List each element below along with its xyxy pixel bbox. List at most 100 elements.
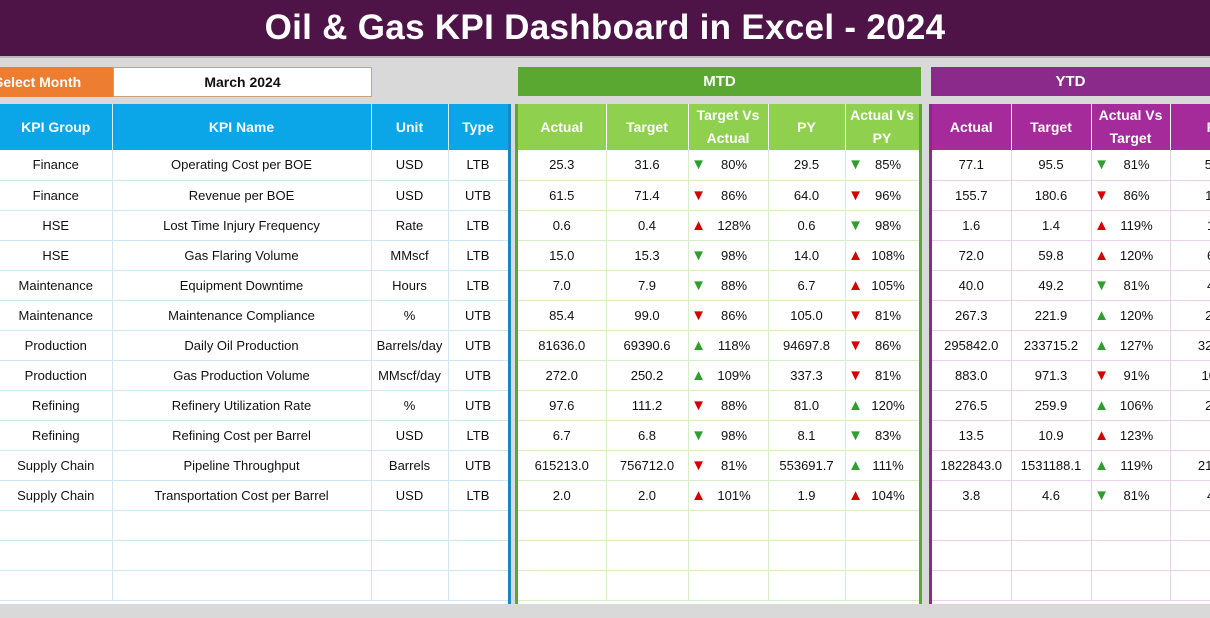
- percent-value: 104%: [871, 487, 905, 503]
- empty-cell: [371, 510, 449, 541]
- select-month-dropdown[interactable]: March 2024: [113, 67, 372, 97]
- triangle-up-icon: ▲: [1094, 306, 1109, 324]
- ytd-actual-vs-target-cell: ▲ 120%: [1091, 300, 1171, 331]
- mtd-actual-vs-py-cell: ▲ 108%: [845, 240, 919, 271]
- type-cell: LTB: [448, 270, 508, 301]
- triangle-down-icon: ▼: [848, 336, 863, 354]
- empty-cell: [1011, 540, 1092, 571]
- triangle-down-icon: ▼: [1094, 276, 1109, 294]
- mtd-section-header: MTD: [518, 67, 921, 96]
- table-row: Production Gas Production Volume MMscf/day…: [0, 360, 508, 391]
- triangle-up-icon: ▲: [691, 486, 706, 504]
- mtd-target-vs-actual-cell: ▲ 101%: [688, 480, 769, 511]
- ytd-header-3: PY: [1170, 104, 1210, 150]
- mtd-actual-vs-py-cell: ▼ 85%: [845, 150, 919, 181]
- unit-cell: USD: [371, 180, 449, 211]
- ytd-target-cell: 971.3: [1011, 360, 1092, 391]
- triangle-up-icon: ▲: [848, 276, 863, 294]
- percent-value: 119%: [1120, 217, 1153, 233]
- empty-cell: [606, 510, 689, 541]
- table-row: 1.61.4▲ 119% 1.7: [932, 210, 1210, 241]
- ytd-py-cell: 21327: [1170, 450, 1210, 481]
- empty-cell: [0, 510, 113, 541]
- mtd-actual-cell: 6.7: [518, 420, 607, 451]
- empty-cell: [932, 570, 1012, 601]
- unit-cell: Barrels: [371, 450, 449, 481]
- ytd-py-cell: 48.: [1170, 270, 1210, 301]
- table-row: Finance Revenue per BOE USD UTB: [0, 180, 508, 211]
- table-row: 615213.0 756712.0 ▼ 81% 553691.7 ▲ 111%: [518, 450, 919, 481]
- empty-row: [0, 570, 508, 601]
- mtd-target-cell: 7.9: [606, 270, 689, 301]
- triangle-down-icon: ▼: [848, 366, 863, 384]
- empty-cell: [518, 570, 607, 601]
- triangle-down-icon: ▼: [848, 426, 863, 444]
- mtd-target-cell: 99.0: [606, 300, 689, 331]
- kpi-group-cell: HSE: [0, 210, 113, 241]
- table-row: 7.0 7.9 ▼ 88% 6.7 ▲ 105%: [518, 270, 919, 301]
- percent-value: 81%: [720, 457, 748, 473]
- triangle-up-icon: ▲: [848, 456, 863, 474]
- triangle-down-icon: ▼: [691, 156, 706, 174]
- triangle-up-icon: ▲: [848, 396, 863, 414]
- select-month-label: Select Month: [0, 67, 113, 97]
- percent-value: 118%: [717, 337, 751, 353]
- ytd-target-cell: 10.9: [1011, 420, 1092, 451]
- empty-row: [932, 570, 1210, 601]
- mtd-target-vs-actual-cell: ▲ 128%: [688, 210, 769, 241]
- mtd-target-vs-actual-cell: ▼ 86%: [688, 300, 769, 331]
- mtd-py-cell: 64.0: [768, 180, 846, 211]
- ytd-actual-vs-target-cell: ▼ 91%: [1091, 360, 1171, 391]
- mtd-py-cell: 6.7: [768, 270, 846, 301]
- mtd-target-vs-actual-cell: ▼ 81%: [688, 450, 769, 481]
- page-title: Oil & Gas KPI Dashboard in Excel - 2024: [264, 8, 946, 47]
- triangle-down-icon: ▼: [848, 306, 863, 324]
- ytd-actual-vs-target-cell: ▼ 81%: [1091, 480, 1171, 511]
- kpi-group-cell: Refining: [0, 420, 113, 451]
- mtd-target-cell: 69390.6: [606, 330, 689, 361]
- mtd-actual-cell: 2.0: [518, 480, 607, 511]
- mtd-actual-vs-py-cell: ▼ 98%: [845, 210, 919, 241]
- mtd-actual-cell: 0.6: [518, 210, 607, 241]
- kpi-group-cell: Supply Chain: [0, 480, 113, 511]
- mtd-header-1: Target: [606, 104, 689, 150]
- percent-value: 120%: [871, 397, 905, 413]
- percent-value: 98%: [720, 247, 748, 263]
- ytd-target-cell: 233715.2: [1011, 330, 1092, 361]
- percent-value: 119%: [1120, 457, 1153, 473]
- empty-cell: [1170, 510, 1210, 541]
- kpi-group-cell: Production: [0, 330, 113, 361]
- percent-value: 91%: [1123, 367, 1150, 383]
- percent-value: 88%: [720, 397, 748, 413]
- mtd-py-cell: 8.1: [768, 420, 846, 451]
- ytd-header-0: Actual: [932, 104, 1012, 150]
- kpi-header-3: Type: [448, 104, 508, 150]
- mtd-py-cell: 553691.7: [768, 450, 846, 481]
- ytd-actual-cell: 3.8: [932, 480, 1012, 511]
- triangle-up-icon: ▲: [1094, 396, 1109, 414]
- percent-value: 81%: [1123, 487, 1150, 503]
- mtd-actual-cell: 85.4: [518, 300, 607, 331]
- type-cell: UTB: [448, 390, 508, 421]
- unit-cell: USD: [371, 420, 449, 451]
- mtd-actual-cell: 15.0: [518, 240, 607, 271]
- table-row: HSE Gas Flaring Volume MMscf LTB: [0, 240, 508, 271]
- mtd-actual-cell: 81636.0: [518, 330, 607, 361]
- percent-value: 111%: [872, 457, 904, 473]
- triangle-down-icon: ▼: [691, 396, 706, 414]
- triangle-down-icon: ▼: [1094, 156, 1109, 174]
- empty-cell: [845, 570, 919, 601]
- percent-value: 86%: [720, 187, 748, 203]
- empty-cell: [1011, 510, 1092, 541]
- mtd-actual-vs-py-cell: ▼ 96%: [845, 180, 919, 211]
- ytd-actual-vs-target-cell: ▼ 81%: [1091, 150, 1171, 181]
- ytd-section-header: YTD: [931, 67, 1210, 96]
- kpi-info-panel: KPI Group KPI Name Unit Type Finance Operati…: [0, 104, 511, 604]
- ytd-actual-vs-target-cell: ▲ 119%: [1091, 210, 1171, 241]
- table-row: 15.0 15.3 ▼ 98% 14.0 ▲ 108%: [518, 240, 919, 271]
- triangle-up-icon: ▲: [691, 216, 706, 234]
- mtd-header-2: Target Vs Actual: [688, 104, 769, 150]
